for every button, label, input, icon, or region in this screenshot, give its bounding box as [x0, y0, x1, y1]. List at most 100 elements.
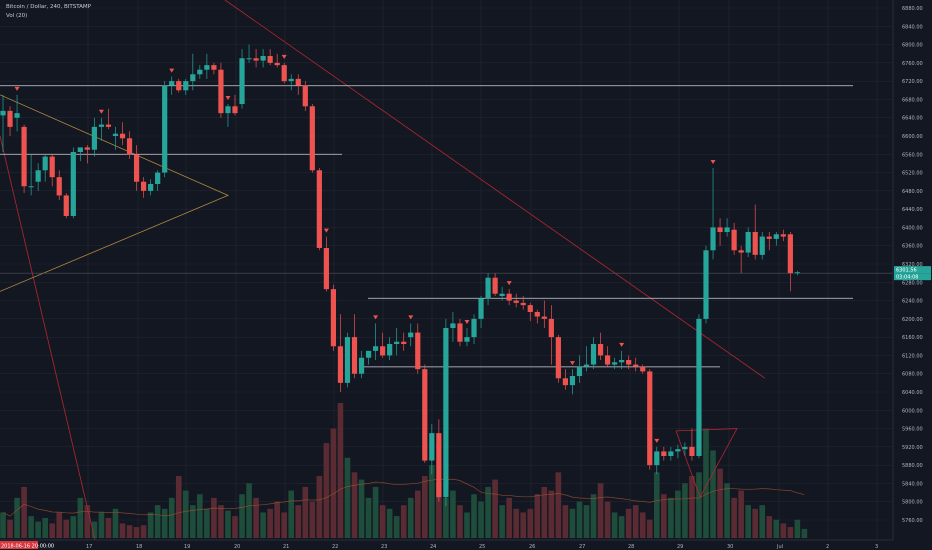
- candle-body: [35, 170, 41, 182]
- sell-signal-marker: [281, 54, 287, 59]
- candle-body: [105, 124, 112, 127]
- volume-bar: [91, 521, 98, 538]
- candle-body: [197, 69, 203, 75]
- candle-body: [126, 138, 133, 155]
- price-tick-label: 6360.00: [902, 244, 923, 250]
- candle-body: [668, 451, 674, 456]
- volume-bar: [696, 472, 702, 538]
- volume-bar: [147, 512, 154, 538]
- volume-bar: [140, 525, 147, 538]
- sell-signal-marker: [323, 228, 329, 233]
- sell-signal-marker: [14, 86, 20, 91]
- cursor-date-label: 2018-06-16 20:00:00: [1, 544, 54, 550]
- candle-body: [738, 250, 744, 253]
- volume-bar: [555, 472, 562, 538]
- candle-body: [84, 147, 90, 150]
- time-axis[interactable]: 17 18 19 20 21 22 23 24 25 26 27 28 29 30 Jul 2 32018-06…: [0, 539, 893, 550]
- descending-trendline: [224, 0, 766, 379]
- time-tick-label: 26: [529, 544, 535, 550]
- candle-body: [506, 293, 512, 301]
- volume-bar: [28, 516, 34, 538]
- candle-body: [408, 332, 414, 338]
- last-price-label: 6301.56: [896, 268, 917, 274]
- volume-bar: [668, 497, 674, 538]
- volume-bar: [379, 505, 386, 538]
- candle-body: [225, 106, 231, 114]
- volume-bar: [464, 512, 470, 538]
- candle-body: [534, 312, 540, 317]
- candle-body: [309, 106, 315, 171]
- volume-bar: [302, 486, 309, 538]
- candle-body: [295, 78, 301, 86]
- time-tick-label: 3: [875, 544, 878, 550]
- volume-bar: [646, 519, 653, 538]
- volume-bar: [119, 523, 126, 538]
- candle-body: [731, 229, 737, 251]
- candle-body: [239, 58, 245, 104]
- volume-bar: [801, 528, 808, 538]
- volume-bar: [527, 508, 534, 538]
- candle-body: [204, 65, 210, 70]
- candle-body: [387, 344, 393, 356]
- price-tick-label: 6000.00: [902, 408, 923, 414]
- time-tick-label: 24: [430, 544, 436, 550]
- sell-signal-marker: [408, 315, 414, 320]
- volume-bar: [225, 510, 231, 538]
- volume-bar: [267, 508, 273, 538]
- candle-body: [274, 62, 280, 66]
- time-tick-label: 20: [234, 544, 240, 550]
- volume-bar: [126, 525, 133, 538]
- candle-body: [773, 234, 779, 239]
- candle-body: [42, 156, 48, 171]
- sell-signal-marker: [710, 160, 716, 164]
- sell-signal-marker: [619, 342, 625, 347]
- drawings: [0, 0, 766, 541]
- candle-body: [436, 433, 442, 498]
- candle-body: [745, 232, 751, 253]
- volume-bar: [21, 486, 27, 538]
- volume-bars: [0, 403, 808, 538]
- price-axis[interactable]: 6880.00 6840.00 6800.00 6760.00 6720.00 6680.…: [892, 0, 932, 550]
- volume-bar: [731, 497, 737, 538]
- volume-bar: [337, 403, 344, 538]
- volume-bar: [752, 508, 759, 538]
- volume-bar: [344, 457, 351, 538]
- candle-body: [569, 376, 576, 386]
- chart-legend: Bitcoin / Dollar, 240, BITSTAMP Vol (20): [6, 3, 91, 21]
- volume-bar: [239, 494, 245, 538]
- candle-body: [675, 449, 681, 452]
- candle-body: [365, 350, 372, 358]
- candle-body: [70, 152, 76, 216]
- symbol-title[interactable]: Bitcoin / Dollar, 240, BITSTAMP: [6, 4, 91, 10]
- candle-body: [56, 177, 62, 196]
- candle-body: [119, 133, 126, 139]
- time-tick-label: 27: [579, 544, 585, 550]
- candle-body: [344, 337, 351, 383]
- candle-body: [703, 250, 709, 319]
- volume-bar: [436, 483, 442, 538]
- volume-bar: [14, 497, 20, 538]
- volume-bar: [316, 475, 323, 538]
- volume-bar: [548, 490, 555, 538]
- volume-bar: [661, 494, 667, 538]
- candle-body: [91, 126, 97, 150]
- candle-body: [457, 323, 463, 342]
- candle-body: [380, 346, 386, 356]
- sell-signal-marker: [373, 315, 379, 320]
- volume-bar: [309, 501, 316, 538]
- volume-bar: [766, 516, 773, 538]
- candle-body: [619, 360, 625, 363]
- candle-body: [555, 337, 561, 379]
- volume-bar: [745, 505, 751, 538]
- price-tick-label: 6680.00: [902, 97, 923, 103]
- volume-bar: [77, 497, 84, 538]
- volume-bar: [794, 519, 801, 538]
- volume-bar: [759, 505, 766, 538]
- candles: [0, 44, 800, 507]
- indicator-label[interactable]: Vol (20): [6, 13, 28, 19]
- volume-bar: [576, 501, 583, 538]
- candle-body: [450, 323, 456, 328]
- candle-body: [647, 371, 653, 466]
- volume-bar: [787, 527, 794, 538]
